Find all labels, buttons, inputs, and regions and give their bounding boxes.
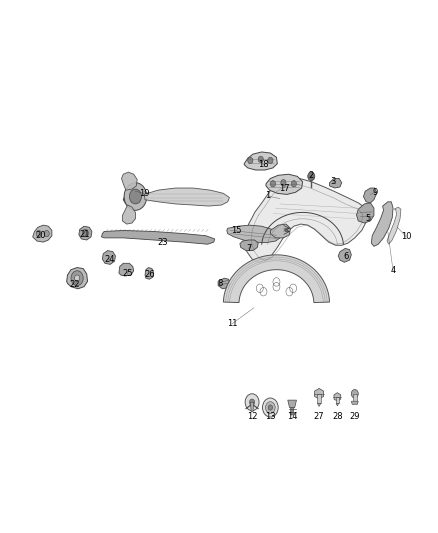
Polygon shape bbox=[266, 174, 303, 195]
Polygon shape bbox=[357, 203, 374, 223]
Polygon shape bbox=[290, 408, 294, 415]
Text: 2: 2 bbox=[309, 171, 314, 180]
Circle shape bbox=[124, 183, 147, 211]
Text: 22: 22 bbox=[69, 280, 80, 289]
Polygon shape bbox=[334, 393, 341, 401]
Polygon shape bbox=[336, 397, 339, 403]
Polygon shape bbox=[122, 205, 135, 224]
Text: 19: 19 bbox=[139, 189, 149, 198]
Polygon shape bbox=[121, 172, 137, 190]
Polygon shape bbox=[145, 268, 154, 279]
Polygon shape bbox=[353, 394, 357, 403]
Circle shape bbox=[36, 230, 42, 237]
Text: 21: 21 bbox=[80, 230, 90, 239]
Text: 13: 13 bbox=[265, 411, 276, 421]
Polygon shape bbox=[240, 240, 258, 251]
Text: 8: 8 bbox=[217, 279, 223, 288]
Polygon shape bbox=[123, 188, 143, 206]
Polygon shape bbox=[245, 177, 367, 262]
Text: 6: 6 bbox=[343, 253, 349, 262]
Text: 9: 9 bbox=[372, 188, 378, 197]
Text: 14: 14 bbox=[287, 411, 297, 421]
Polygon shape bbox=[270, 224, 290, 238]
Polygon shape bbox=[371, 202, 393, 246]
Circle shape bbox=[270, 181, 276, 187]
Text: 7: 7 bbox=[246, 244, 251, 253]
Circle shape bbox=[351, 390, 358, 398]
Circle shape bbox=[129, 189, 141, 204]
Polygon shape bbox=[223, 255, 329, 303]
Polygon shape bbox=[364, 188, 377, 203]
Polygon shape bbox=[314, 389, 324, 399]
Circle shape bbox=[245, 394, 259, 411]
Text: 25: 25 bbox=[122, 269, 133, 278]
Polygon shape bbox=[144, 188, 230, 206]
Text: 4: 4 bbox=[390, 266, 396, 275]
Polygon shape bbox=[244, 152, 277, 170]
Polygon shape bbox=[67, 268, 88, 289]
Polygon shape bbox=[336, 403, 339, 406]
Polygon shape bbox=[119, 263, 134, 276]
Text: 5: 5 bbox=[365, 214, 371, 223]
Polygon shape bbox=[387, 207, 401, 244]
Text: 15: 15 bbox=[231, 226, 242, 235]
Circle shape bbox=[71, 271, 83, 286]
Circle shape bbox=[291, 181, 297, 187]
Polygon shape bbox=[318, 394, 321, 403]
Circle shape bbox=[82, 229, 88, 237]
Text: 18: 18 bbox=[258, 160, 268, 169]
Circle shape bbox=[262, 398, 278, 417]
Circle shape bbox=[268, 157, 273, 164]
Text: 20: 20 bbox=[35, 231, 46, 240]
Polygon shape bbox=[79, 226, 92, 240]
Circle shape bbox=[268, 405, 272, 410]
Text: 1: 1 bbox=[265, 191, 270, 200]
Text: 12: 12 bbox=[247, 411, 258, 421]
Polygon shape bbox=[338, 248, 351, 262]
Text: 24: 24 bbox=[104, 255, 115, 264]
Circle shape bbox=[265, 402, 275, 414]
Polygon shape bbox=[102, 230, 215, 244]
Polygon shape bbox=[33, 225, 52, 242]
Text: 11: 11 bbox=[227, 319, 237, 328]
Polygon shape bbox=[329, 179, 342, 188]
Text: 3: 3 bbox=[330, 177, 336, 186]
Circle shape bbox=[250, 399, 254, 406]
Polygon shape bbox=[227, 225, 280, 243]
Circle shape bbox=[248, 157, 253, 164]
Circle shape bbox=[74, 275, 80, 281]
Polygon shape bbox=[288, 400, 297, 408]
Text: 29: 29 bbox=[350, 411, 360, 421]
Polygon shape bbox=[318, 403, 321, 407]
Text: 27: 27 bbox=[314, 411, 325, 421]
Text: 23: 23 bbox=[157, 238, 168, 247]
Text: 17: 17 bbox=[279, 183, 290, 192]
Text: 10: 10 bbox=[401, 232, 411, 241]
Polygon shape bbox=[102, 251, 116, 264]
Polygon shape bbox=[218, 278, 230, 289]
Circle shape bbox=[44, 230, 49, 237]
Text: 26: 26 bbox=[144, 270, 155, 279]
Polygon shape bbox=[351, 401, 358, 405]
Circle shape bbox=[308, 172, 315, 181]
Text: 28: 28 bbox=[332, 411, 343, 421]
Polygon shape bbox=[251, 402, 254, 412]
Circle shape bbox=[281, 180, 286, 186]
Circle shape bbox=[258, 156, 263, 163]
